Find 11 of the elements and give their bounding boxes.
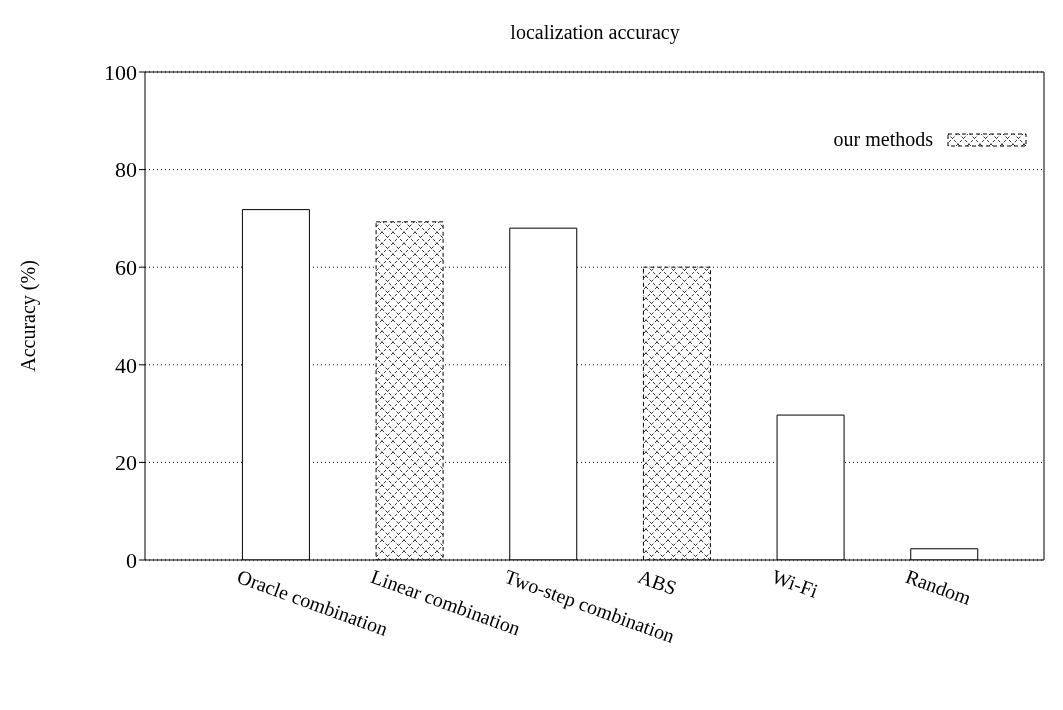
y-tick-label: 60 — [115, 255, 137, 281]
y-tick-label: 20 — [115, 450, 137, 476]
y-tick-label: 40 — [115, 352, 137, 378]
legend-label: our methods — [833, 128, 933, 151]
y-axis-title: Accuracy (%) — [17, 260, 41, 372]
y-tick-label: 0 — [126, 547, 137, 573]
x-tick-label: ABS — [635, 565, 680, 600]
chart-title: localization accuracy — [509, 20, 681, 46]
y-tick-label: 100 — [104, 59, 137, 85]
x-tick-label: Wi-Fi — [769, 565, 822, 602]
y-tick-label: 80 — [115, 157, 137, 183]
